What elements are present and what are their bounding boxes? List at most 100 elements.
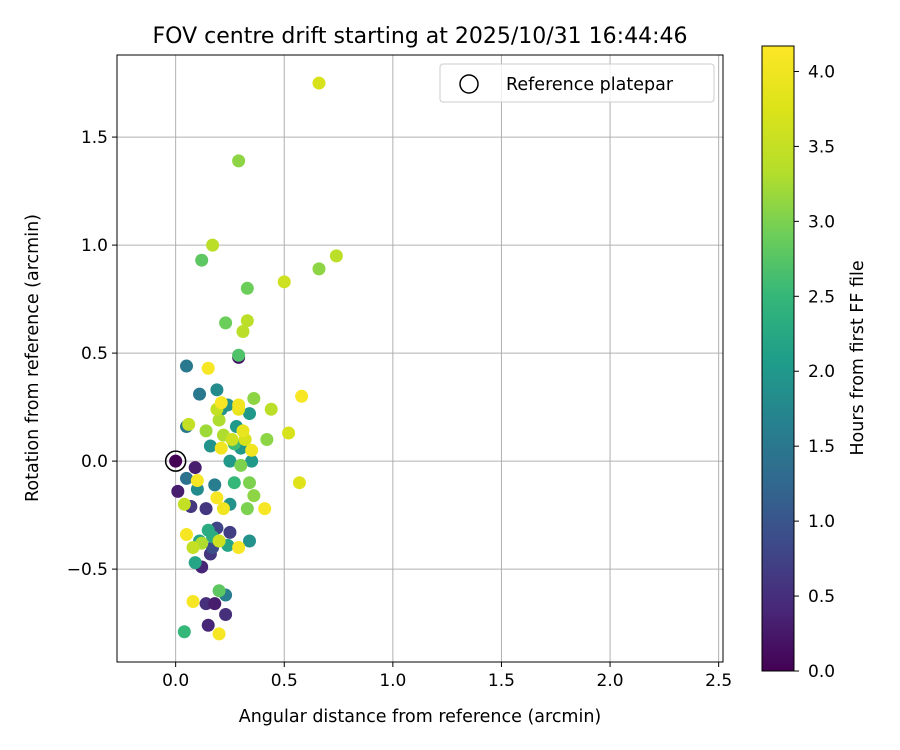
- data-point: [186, 595, 200, 609]
- data-point: [190, 474, 204, 488]
- grid-lines: [117, 55, 723, 662]
- data-point: [186, 541, 200, 555]
- colorbar: 0.0 0.5 1.0 1.5 2.0 2.5 3.0 3.5 4.0 Hours from f…: [761, 45, 868, 682]
- data-point: [292, 476, 306, 490]
- data-point: [225, 433, 239, 447]
- colorbar-ticks: 0.0 0.5 1.0 1.5 2.0 2.5 3.0 3.5 4.0: [794, 62, 835, 682]
- data-point: [219, 607, 233, 621]
- x-tick-label: 0.0: [162, 671, 189, 691]
- data-point: [212, 534, 226, 548]
- data-point: [193, 387, 207, 401]
- colorbar-tick-label: 4.0: [808, 62, 835, 82]
- legend-label: Reference platepar: [506, 75, 674, 95]
- colorbar-tick-label: 3.5: [808, 137, 835, 157]
- y-tick-label: 0.5: [81, 344, 108, 364]
- data-point: [214, 441, 228, 455]
- data-point: [223, 525, 237, 539]
- reference-platepar-marker: [164, 450, 187, 472]
- data-point: [242, 476, 256, 490]
- y-axis-ticks: −0.5 0.0 0.5 1.0 1.5: [67, 128, 117, 580]
- data-point: [199, 502, 213, 516]
- data-point: [312, 262, 326, 276]
- x-tick-label: 1.0: [379, 671, 406, 691]
- x-tick-label: 0.5: [271, 671, 298, 691]
- data-point: [212, 413, 226, 427]
- data-point: [242, 534, 256, 548]
- data-point: [242, 407, 256, 421]
- data-point: [180, 359, 194, 373]
- data-point: [236, 324, 250, 338]
- data-point: [232, 154, 246, 168]
- data-point: [212, 584, 226, 598]
- data-point: [232, 398, 246, 412]
- colorbar-tick-label: 0.0: [808, 662, 835, 682]
- colorbar-tick-label: 2.0: [808, 362, 835, 382]
- y-tick-label: 1.5: [81, 128, 108, 148]
- data-point: [201, 361, 215, 375]
- colorbar-label: Hours from first FF file: [848, 260, 868, 455]
- data-point: [227, 476, 241, 490]
- data-point: [232, 541, 246, 555]
- data-point: [171, 484, 185, 498]
- data-point: [295, 389, 309, 403]
- data-point: [201, 618, 215, 632]
- legend-marker: [459, 74, 479, 94]
- data-point: [206, 238, 220, 252]
- data-point: [177, 625, 191, 639]
- y-tick-label: −0.5: [67, 560, 108, 580]
- colorbar-tick-label: 3.0: [808, 212, 835, 232]
- colorbar-tick-label: 2.5: [808, 287, 835, 307]
- data-point: [177, 497, 191, 511]
- data-point: [234, 458, 248, 472]
- data-point: [212, 627, 226, 641]
- data-point: [210, 491, 224, 505]
- data-point: [210, 383, 224, 397]
- data-point: [195, 253, 209, 267]
- data-point: [245, 443, 259, 457]
- data-point: [203, 439, 217, 453]
- data-point: [247, 391, 261, 405]
- colorbar-tick-label: 1.0: [808, 512, 835, 532]
- data-point: [240, 314, 254, 328]
- data-point: [312, 76, 326, 90]
- data-point: [240, 502, 254, 516]
- data-point: [245, 454, 259, 468]
- colorbar-tick-label: 0.5: [808, 587, 835, 607]
- x-axis-ticks: 0.0 0.5 1.0 1.5 2.0 2.5: [162, 662, 732, 691]
- y-axis-label: Rotation from reference (arcmin): [23, 214, 43, 502]
- x-tick-label: 2.5: [705, 671, 732, 691]
- x-tick-label: 2.0: [597, 671, 624, 691]
- y-tick-label: 0.0: [81, 452, 108, 472]
- reference-marker: [164, 450, 187, 472]
- x-axis-label: Angular distance from reference (arcmin): [239, 707, 602, 727]
- data-point: [208, 597, 222, 611]
- data-point: [216, 502, 230, 516]
- legend-box: [439, 63, 715, 103]
- data-point: [219, 316, 233, 330]
- y-tick-label: 1.0: [81, 236, 108, 256]
- data-point: [180, 471, 194, 485]
- data-point: [260, 433, 274, 447]
- data-point: [199, 424, 213, 438]
- data-point: [247, 489, 261, 503]
- data-point: [258, 502, 272, 516]
- data-point: [282, 426, 296, 440]
- data-point: [188, 556, 202, 570]
- data-point: [329, 249, 343, 263]
- chart-title: FOV centre drift starting at 2025/10/31 …: [153, 24, 688, 49]
- data-point: [277, 275, 291, 289]
- x-tick-label: 1.5: [488, 671, 515, 691]
- colorbar-gradient: [761, 45, 795, 672]
- data-point: [214, 396, 228, 410]
- legend: Reference platepar: [439, 63, 715, 103]
- data-point: [180, 528, 194, 542]
- data-point: [169, 454, 183, 468]
- data-point: [240, 281, 254, 295]
- plot-frame: [116, 54, 724, 663]
- data-point: [188, 461, 202, 475]
- data-point: [182, 417, 196, 431]
- data-points: [169, 76, 343, 641]
- data-point: [236, 424, 250, 438]
- colorbar-tick-label: 1.5: [808, 437, 835, 457]
